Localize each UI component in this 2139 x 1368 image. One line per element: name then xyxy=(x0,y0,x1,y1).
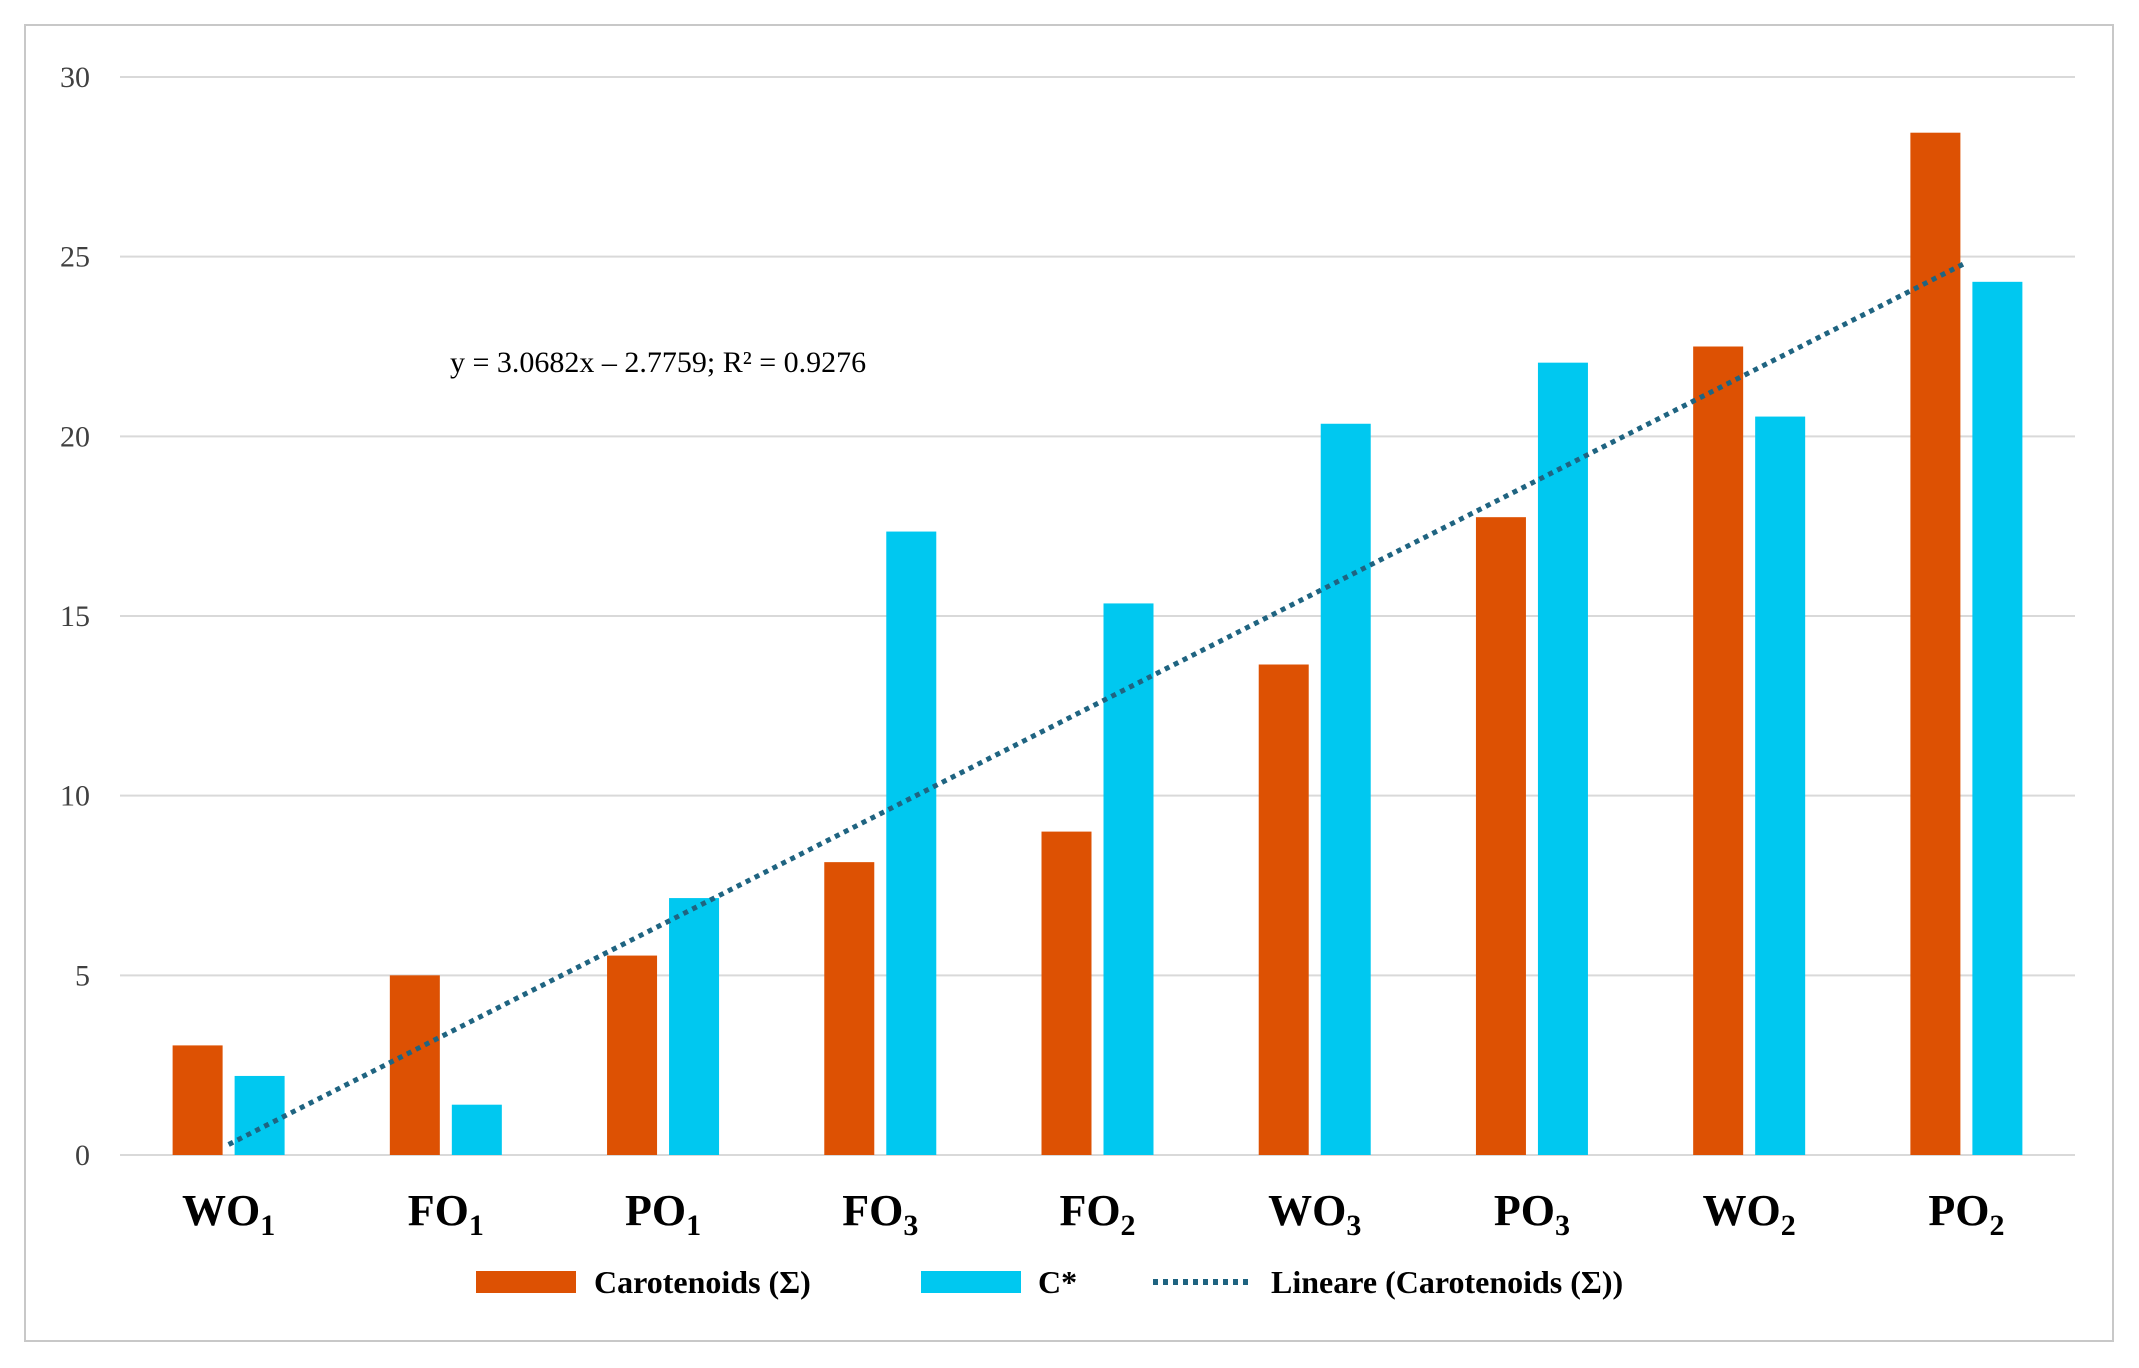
x-category-label: FO2 xyxy=(1059,1186,1135,1242)
bar-series1-4 xyxy=(1103,603,1154,1155)
bar-series1-3 xyxy=(886,531,937,1155)
y-tick-label: 15 xyxy=(60,600,90,633)
y-tick-label: 5 xyxy=(75,959,90,992)
bar-series0-7 xyxy=(1693,346,1744,1155)
bar-series0-2 xyxy=(607,955,658,1155)
x-category-label: PO2 xyxy=(1928,1186,2004,1242)
bar-series0-5 xyxy=(1258,664,1309,1155)
y-tick-label: 10 xyxy=(60,780,90,813)
bar-series1-8 xyxy=(1972,281,2023,1155)
x-category-label: WO2 xyxy=(1703,1186,1796,1242)
legend-swatch-carotenoids xyxy=(476,1271,576,1293)
x-category-label: FO3 xyxy=(842,1186,918,1242)
bar-series0-1 xyxy=(389,975,440,1155)
bar-series1-2 xyxy=(669,898,720,1155)
bars xyxy=(172,132,2023,1156)
bar-series0-6 xyxy=(1475,517,1526,1155)
trendline xyxy=(227,260,1968,1147)
legend-label-cstar: C* xyxy=(1038,1264,1077,1300)
legend-label-carotenoids: Carotenoids (Σ) xyxy=(594,1264,811,1300)
x-axis-categories: WO1 FO1 PO1 FO3 FO2 WO3 PO3 WO2 PO2 xyxy=(182,1186,2004,1242)
y-tick-label: 0 xyxy=(75,1139,90,1172)
bar-series0-8 xyxy=(1910,132,1961,1156)
y-axis-ticks: 0 5 10 15 20 25 30 xyxy=(60,61,90,1172)
bar-series1-5 xyxy=(1320,423,1371,1155)
x-category-label: WO1 xyxy=(182,1186,275,1242)
bar-series0-3 xyxy=(824,862,875,1155)
legend: Carotenoids (Σ) C* Lineare (Carotenoids (Σ… xyxy=(476,1264,1623,1300)
x-category-label: FO1 xyxy=(408,1186,484,1242)
bar-series0-0 xyxy=(172,1045,223,1155)
bar-series1-6 xyxy=(1537,362,1588,1155)
bar-series0-4 xyxy=(1041,831,1092,1155)
legend-swatch-cstar xyxy=(921,1271,1021,1293)
bar-series1-7 xyxy=(1755,416,1806,1155)
x-category-label: PO1 xyxy=(625,1186,701,1242)
y-tick-label: 25 xyxy=(60,241,90,274)
trendline-equation: y = 3.0682x – 2.7759; R² = 0.9276 xyxy=(450,346,866,379)
bar-series1-0 xyxy=(234,1075,285,1155)
bar-series1-1 xyxy=(451,1104,502,1155)
x-category-label: PO3 xyxy=(1494,1186,1570,1242)
y-tick-label: 30 xyxy=(60,61,90,94)
y-tick-label: 20 xyxy=(60,420,90,453)
x-category-label: WO3 xyxy=(1268,1186,1361,1242)
gridlines xyxy=(120,76,2075,1156)
legend-label-trendline: Lineare (Carotenoids (Σ)) xyxy=(1271,1264,1623,1300)
trendline-path xyxy=(227,260,1968,1147)
